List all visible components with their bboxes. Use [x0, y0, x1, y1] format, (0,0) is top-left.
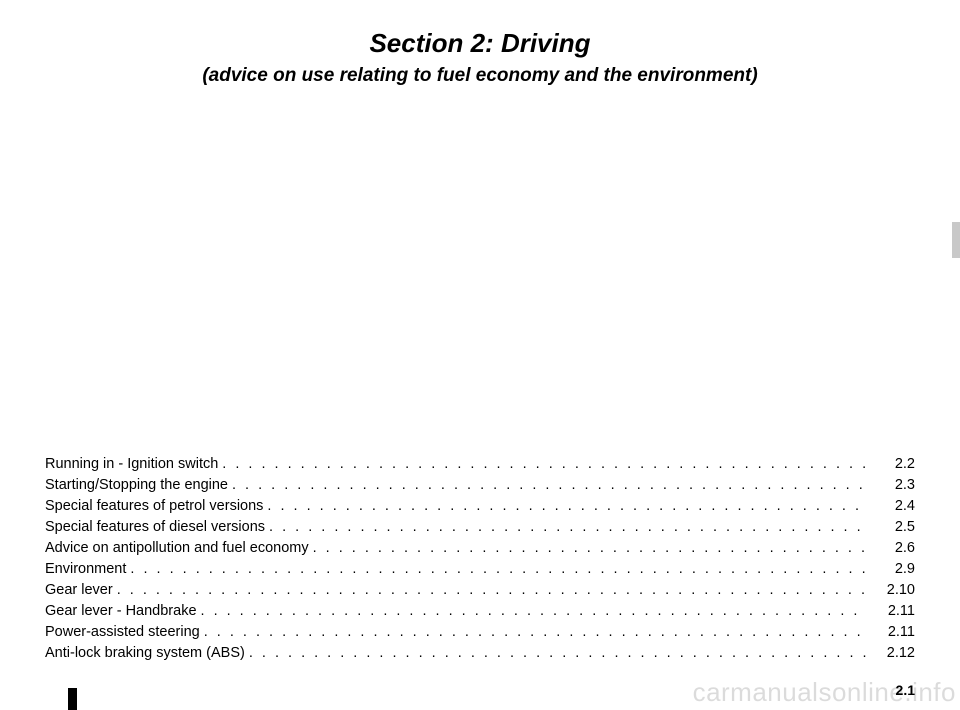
toc-label: Special features of petrol versions — [45, 496, 263, 517]
toc-dots: . . . . . . . . . . . . . . . . . . . . … — [265, 517, 867, 538]
section-title: Section 2: Driving — [45, 28, 915, 59]
toc-label: Gear lever — [45, 580, 113, 601]
toc-row: Environment . . . . . . . . . . . . . . … — [45, 559, 915, 580]
toc-label: Environment — [45, 559, 126, 580]
watermark: carmanualsonline.info — [693, 677, 956, 708]
toc-row: Starting/Stopping the engine . . . . . .… — [45, 475, 915, 496]
bottom-crop-mark — [68, 688, 77, 710]
side-tab — [952, 222, 960, 258]
toc-page: 2.3 — [867, 475, 915, 496]
toc-page: 2.11 — [867, 622, 915, 643]
toc-label: Special features of diesel versions — [45, 517, 265, 538]
toc-dots: . . . . . . . . . . . . . . . . . . . . … — [309, 538, 867, 559]
toc-row: Advice on antipollution and fuel economy… — [45, 538, 915, 559]
toc-row: Special features of petrol versions . . … — [45, 496, 915, 517]
toc-dots: . . . . . . . . . . . . . . . . . . . . … — [228, 475, 867, 496]
toc-page: 2.10 — [867, 580, 915, 601]
table-of-contents: Running in - Ignition switch . . . . . .… — [45, 454, 915, 664]
toc-dots: . . . . . . . . . . . . . . . . . . . . … — [197, 601, 867, 622]
toc-row: Gear lever - Handbrake . . . . . . . . .… — [45, 601, 915, 622]
toc-dots: . . . . . . . . . . . . . . . . . . . . … — [126, 559, 867, 580]
toc-label: Starting/Stopping the engine — [45, 475, 228, 496]
toc-page: 2.4 — [867, 496, 915, 517]
toc-row: Anti-lock braking system (ABS) . . . . .… — [45, 643, 915, 664]
toc-label: Anti-lock braking system (ABS) — [45, 643, 245, 664]
toc-dots: . . . . . . . . . . . . . . . . . . . . … — [200, 622, 867, 643]
toc-page: 2.9 — [867, 559, 915, 580]
toc-page: 2.6 — [867, 538, 915, 559]
toc-dots: . . . . . . . . . . . . . . . . . . . . … — [245, 643, 867, 664]
toc-page: 2.5 — [867, 517, 915, 538]
toc-page: 2.11 — [867, 601, 915, 622]
section-subtitle: (advice on use relating to fuel economy … — [45, 65, 915, 87]
toc-page: 2.2 — [867, 454, 915, 475]
toc-row: Power-assisted steering . . . . . . . . … — [45, 622, 915, 643]
toc-label: Advice on antipollution and fuel economy — [45, 538, 309, 559]
page-container: Section 2: Driving (advice on use relati… — [0, 0, 960, 710]
toc-label: Gear lever - Handbrake — [45, 601, 197, 622]
toc-row: Gear lever . . . . . . . . . . . . . . .… — [45, 580, 915, 601]
toc-row: Running in - Ignition switch . . . . . .… — [45, 454, 915, 475]
toc-dots: . . . . . . . . . . . . . . . . . . . . … — [263, 496, 867, 517]
toc-label: Power-assisted steering — [45, 622, 200, 643]
toc-page: 2.12 — [867, 643, 915, 664]
toc-row: Special features of diesel versions . . … — [45, 517, 915, 538]
toc-dots: . . . . . . . . . . . . . . . . . . . . … — [113, 580, 867, 601]
toc-dots: . . . . . . . . . . . . . . . . . . . . … — [218, 454, 867, 475]
toc-label: Running in - Ignition switch — [45, 454, 218, 475]
